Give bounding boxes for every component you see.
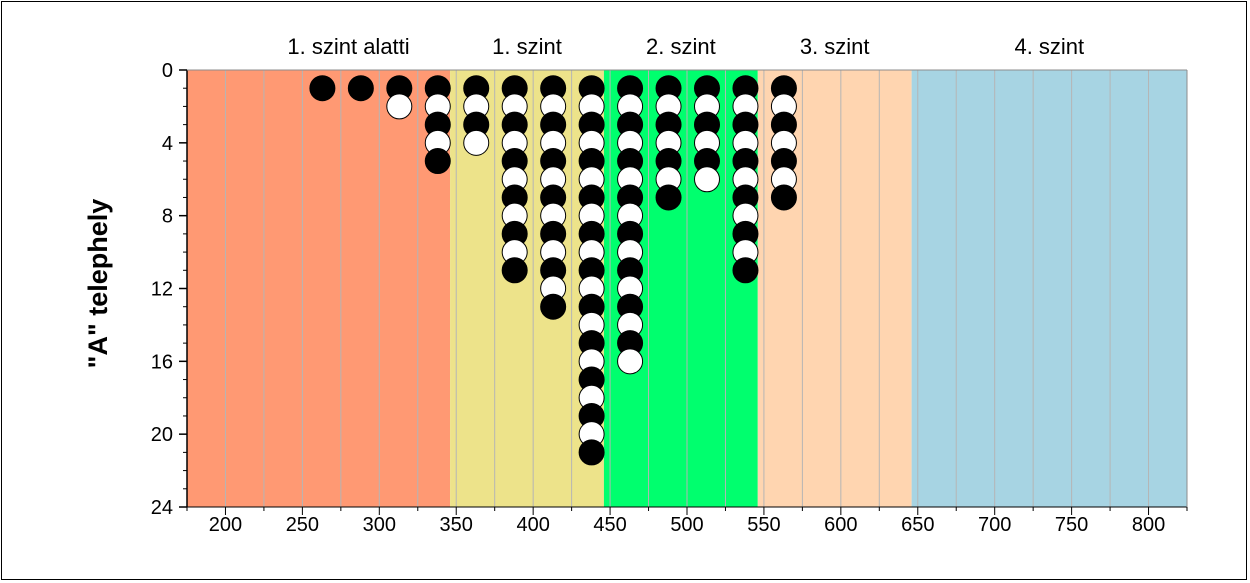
band-label-1: 1. szint alatti bbox=[287, 34, 409, 59]
y-tick-label: 4 bbox=[162, 133, 173, 155]
x-tick-label: 450 bbox=[593, 514, 626, 536]
band-label-4: 3. szint bbox=[800, 34, 870, 59]
x-tick-label: 600 bbox=[824, 514, 857, 536]
dot-marker bbox=[540, 293, 567, 320]
band-5 bbox=[911, 70, 1187, 507]
x-tick-label: 300 bbox=[363, 514, 396, 536]
dot-marker bbox=[770, 184, 797, 211]
dot-marker bbox=[694, 166, 720, 193]
y-tick-label: 16 bbox=[151, 351, 173, 373]
x-tick-label: 200 bbox=[209, 514, 242, 536]
band-label-2: 1. szint bbox=[492, 34, 562, 59]
y-tick-label: 24 bbox=[151, 497, 173, 519]
dot-marker bbox=[655, 184, 682, 211]
x-tick-label: 650 bbox=[901, 514, 934, 536]
dot-marker bbox=[347, 75, 374, 102]
vertical-gridlines bbox=[224, 70, 1150, 507]
x-tick-label: 750 bbox=[1055, 514, 1088, 536]
x-tick-label: 250 bbox=[286, 514, 319, 536]
dot-marker bbox=[732, 257, 759, 284]
dot-marker bbox=[386, 93, 413, 120]
x-tick-label: 400 bbox=[516, 514, 549, 536]
band-1 bbox=[187, 70, 451, 507]
dot-markers bbox=[309, 75, 797, 466]
dot-marker bbox=[501, 257, 528, 284]
band-labels: 1. szint alatti 1. szint 2. szint 3. szint 4… bbox=[287, 34, 1084, 59]
y-tick-label: 12 bbox=[151, 279, 173, 301]
y-tick-label: 8 bbox=[162, 206, 173, 228]
x-tick-label: 800 bbox=[1132, 514, 1165, 536]
dot-marker bbox=[463, 129, 490, 156]
y-axis-label: "A" telephely bbox=[83, 199, 113, 369]
y-tick-label: 20 bbox=[151, 424, 173, 446]
x-tick-label: 350 bbox=[440, 514, 473, 536]
band-label-3: 2. szint bbox=[646, 34, 716, 59]
axes: 0 4 8 12 16 20 24 200 250 300 350 400 450 500 550 600 65… bbox=[151, 60, 1188, 536]
x-tick-label: 700 bbox=[978, 514, 1011, 536]
dot-marker bbox=[424, 148, 451, 175]
x-tick-label: 550 bbox=[747, 514, 780, 536]
band-label-5: 4. szint bbox=[1014, 34, 1084, 59]
dot-marker bbox=[617, 348, 644, 375]
y-tick-label: 0 bbox=[162, 60, 173, 82]
x-tick-label: 500 bbox=[670, 514, 703, 536]
dot-marker bbox=[578, 439, 605, 466]
dot-marker bbox=[309, 75, 336, 102]
